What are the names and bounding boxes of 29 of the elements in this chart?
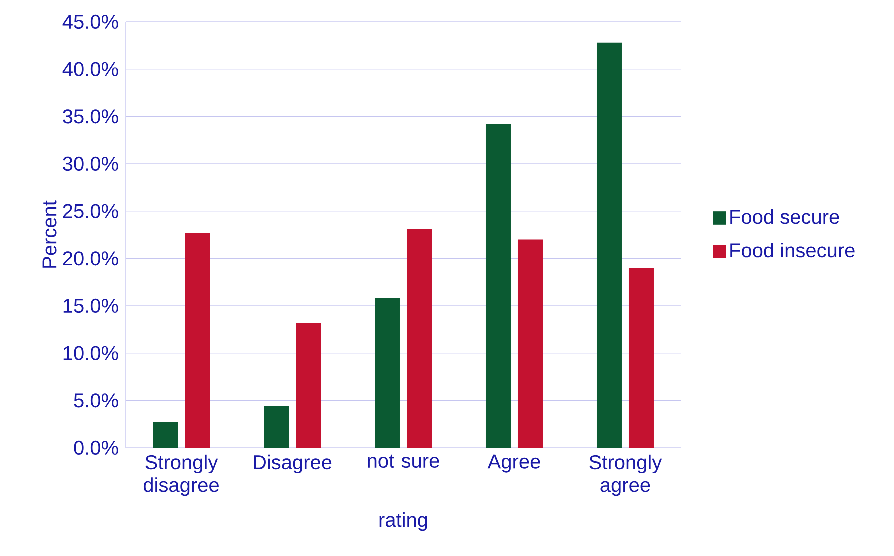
x-axis-title: rating <box>380 512 428 532</box>
x-tick-label: not sure <box>368 454 440 468</box>
y-tick-label: 15.0% <box>64 298 118 314</box>
bar <box>185 233 210 448</box>
x-tick-label: Strongly agree <box>590 454 662 496</box>
x-tick-label: Strongly disagree <box>144 454 219 496</box>
y-tick-label: 35.0% <box>63 110 118 124</box>
y-tick-label: 0.0% <box>74 440 118 456</box>
legend-label: Food secure <box>730 210 840 224</box>
bar <box>628 268 654 448</box>
x-tick-label: Disagree <box>254 454 332 474</box>
x-tick-label: Agree <box>488 454 540 473</box>
y-tick-label: 45.0% <box>62 14 118 30</box>
y-axis-title: Percent <box>42 200 57 268</box>
bar <box>264 406 289 448</box>
y-tick-label: 20.0% <box>63 252 118 266</box>
bar <box>486 124 511 448</box>
bar <box>596 42 622 448</box>
y-tick-label: 25.0% <box>63 204 118 218</box>
y-tick-label: 10.0% <box>64 346 118 360</box>
bar <box>375 298 400 448</box>
y-tick-label: 30.0% <box>63 156 118 172</box>
bar <box>296 323 321 448</box>
y-tick-label: 40.0% <box>62 62 118 76</box>
y-tick-label: 5.0% <box>74 394 118 408</box>
bar <box>406 229 432 448</box>
legend-label: Food insecure <box>730 242 855 258</box>
bar <box>518 240 543 448</box>
bar <box>153 422 178 448</box>
